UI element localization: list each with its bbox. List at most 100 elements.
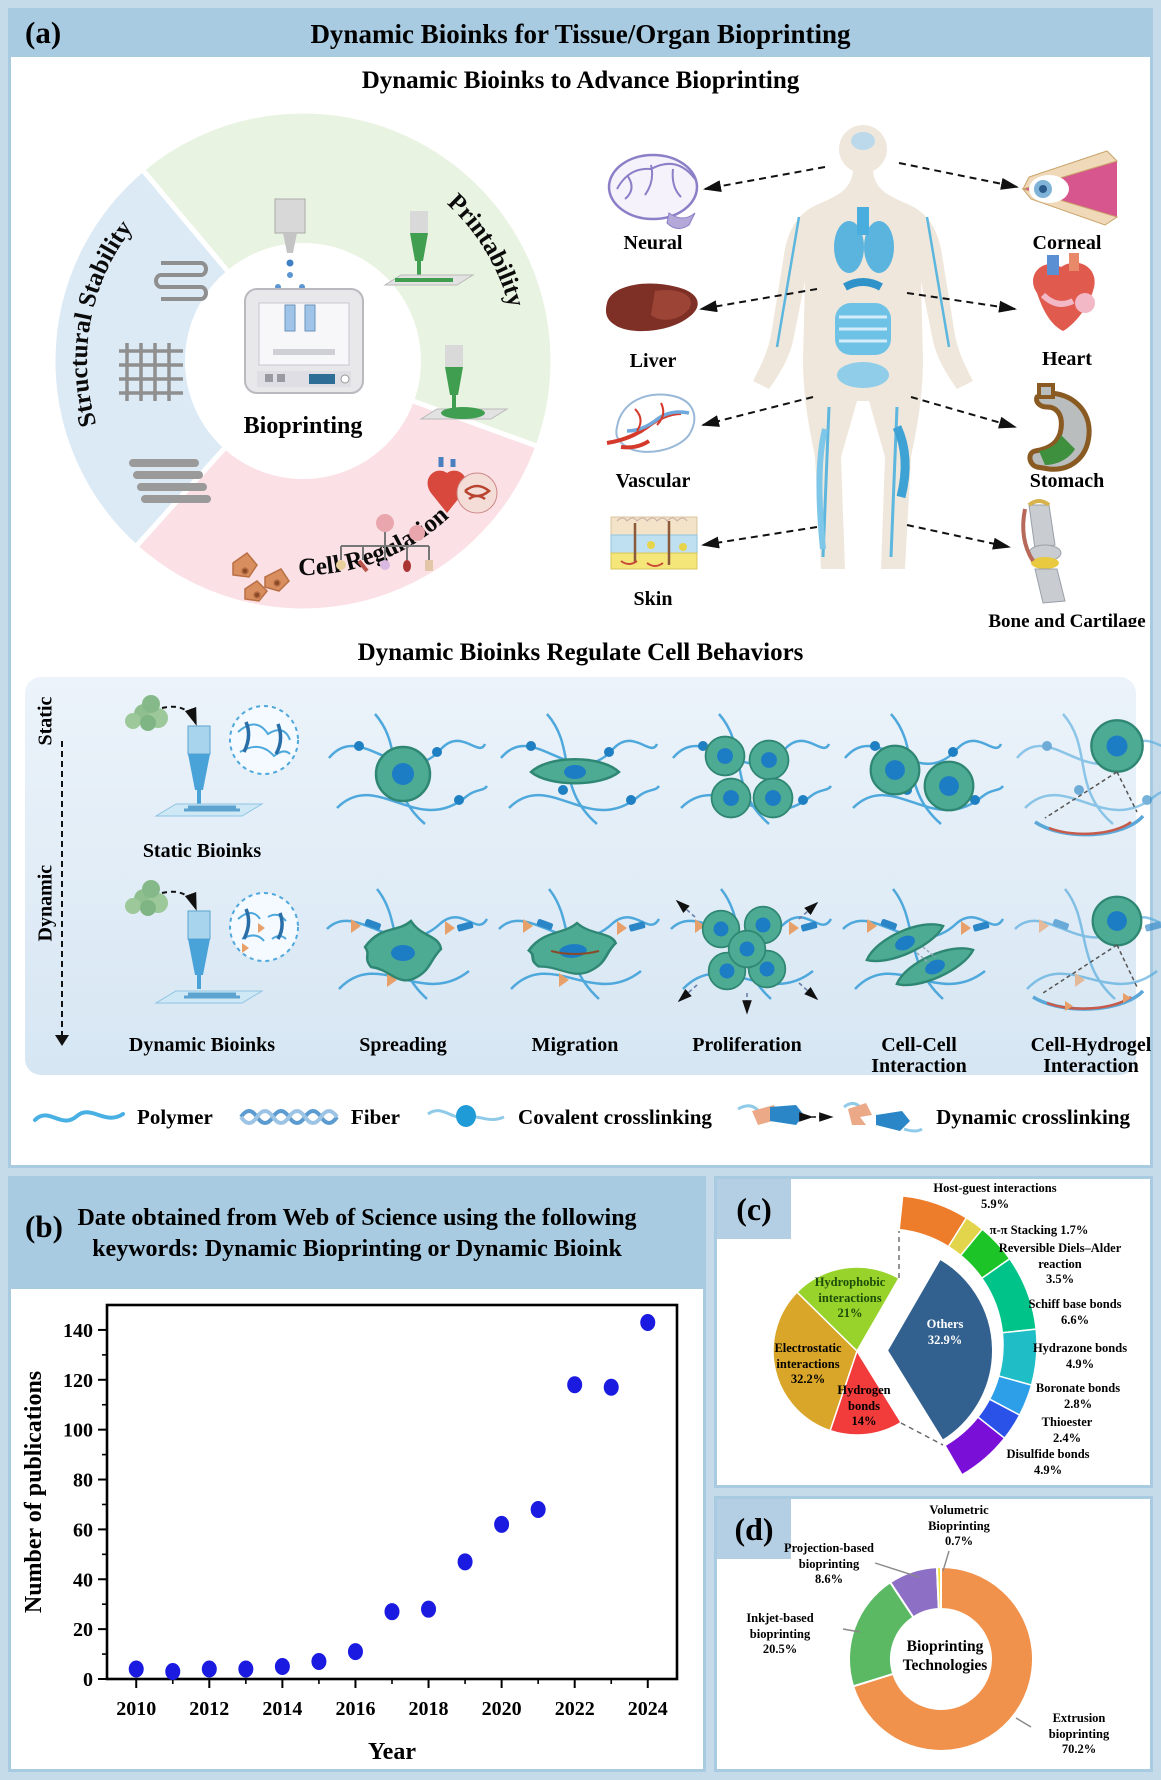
x-tick-label: 2014 [262,1698,302,1720]
rail-label-dynamic: Dynamic [34,864,57,942]
skin-icon [610,516,698,570]
scatter-point [274,1658,290,1676]
behavior-grid: Static Bioinks [87,681,1161,1077]
static-bioink-figure: Static Bioinks [87,681,317,869]
x-tick-label: 2018 [409,1698,449,1720]
column-label-spreading: Spreading [359,1034,447,1056]
panel-b: (b) Date obtained from Web of Science us… [8,1176,706,1772]
y-tick-label: 80 [73,1470,93,1492]
panel-a-legend: Polymer Fiber Covalent crosslinking [31,1085,1130,1149]
x-tick-label: 2024 [628,1698,668,1720]
label-electrostatic: Electrostatic interactions 32.2% [774,1341,842,1387]
polymer-icon [33,1110,125,1123]
y-tick-label: 40 [73,1569,93,1591]
y-tick-label: 20 [73,1619,93,1641]
dynamic-crosslinking-icon [737,1102,923,1133]
ring-segment [943,1416,1006,1476]
panel-c-chip: (c) [717,1179,791,1239]
scatter-point [640,1313,656,1331]
migration-dynamic-figure [489,869,661,1035]
dynamic-bioink-figure [87,869,317,1035]
panel-a-tag: (a) [25,15,62,50]
scatter-point [238,1660,254,1678]
cell-differentiation-icon [336,514,433,573]
pie-slice [796,1266,901,1353]
x-tick-label: 2020 [482,1698,522,1720]
donut-leader-lines [842,1550,1032,1728]
liver-icon [605,283,698,332]
donut-slice [851,1565,1034,1752]
heart-icon [1033,253,1095,331]
spreading-dynamic-figure [317,869,489,1035]
brain-icon [607,153,699,229]
label-host-guest: Host-guest interactions 5.9% [933,1181,1057,1211]
technologies-donut [848,1565,1034,1752]
x-tick-label: 2016 [335,1698,375,1720]
crosslinking-pie [772,1257,994,1443]
donut-center-label: Bioprinting Technologies [902,1638,988,1675]
extrusion-line-icon [383,211,475,286]
y-tick-label: 0 [83,1669,93,1691]
grid-lattice-icon [119,343,183,401]
label-hydrophobic: Hydrophobic interactions 21% [814,1275,886,1321]
label-hydrogen: Hydrogen bonds 14% [837,1383,891,1429]
label-extrusion: Extrusion bioprinting 70.2% [1048,1711,1110,1757]
y-tick-label: 60 [73,1519,93,1541]
woodpile-lattice-icon [129,459,211,503]
bioprinter-icon [244,288,364,394]
vascular-icon [606,393,696,453]
scatter-point [201,1660,217,1678]
eye-icon [1021,150,1119,226]
fiber-icon [239,1109,339,1125]
x-axis-label: Year [368,1739,416,1765]
rail-dashed-arrow [61,741,63,1037]
panel-a-title: Dynamic Bioinks for Tissue/Organ Bioprin… [310,18,851,49]
organ-label-skin: Skin [634,588,673,610]
organ-label-corneal: Corneal [1033,232,1102,254]
organ-label-stomach: Stomach [1030,470,1104,492]
cell-hydrogel-static-figure [1005,681,1161,869]
human-body-silhouette [753,125,973,569]
legend-item-dynamic-crosslinking: Dynamic crosslinking [736,1097,1130,1137]
scatter-point [384,1603,400,1621]
knee-joint-icon [1021,499,1066,604]
behaviors-title: Dynamic Bioinks Regulate Cell Behaviors [357,639,804,666]
x-tick-label: 2012 [189,1698,229,1720]
column-label-dynamic-bioinks: Dynamic Bioinks [128,1034,276,1056]
panel-b-title-line1: Date obtained from Web of Science using … [77,1204,637,1231]
spreading-static-figure [317,681,489,869]
scatter-point [567,1376,583,1394]
scatter-point [311,1653,327,1671]
column-label-proliferation: Proliferation [692,1034,802,1056]
scatter-point [165,1663,181,1681]
cell-cell-static-figure [833,681,1005,869]
pie-slice [829,1349,903,1436]
stomach-icon [1027,383,1092,472]
organ-label-vascular: Vascular [616,470,691,492]
label-projection: Projection-based bioprinting 8.6% [783,1541,875,1587]
label-volumetric: Volumetric Bioprinting 0.7% [928,1503,990,1549]
others-breakdown-ring [898,1194,1038,1476]
rail-label-static: Static [34,696,57,746]
proliferation-dynamic-figure [661,869,833,1035]
scatter-point [530,1500,546,1518]
y-tick-label: 140 [63,1320,93,1342]
label-boronate: Boronate bonds 2.8% [1035,1381,1121,1411]
proliferation-static-figure [661,681,833,869]
y-tick-label: 100 [63,1420,93,1442]
scatter-point [128,1660,144,1678]
sector-cell-regulation [132,358,542,614]
panel-a-subtitle: Dynamic Bioinks to Advance Bioprinting [361,67,800,94]
rail-arrowhead-icon [55,1035,69,1046]
scatter-point [347,1643,363,1661]
wheel-center-label: Bioprinting [244,413,363,439]
pie-ring-connectors [898,1231,944,1446]
organ-label-heart: Heart [1042,348,1092,370]
stellate-cells-icon [232,551,290,602]
donut-slice [935,1565,942,1611]
legend-item-polymer: Polymer [31,1104,213,1130]
label-pi-pi-stacking: π-π Stacking 1.7% [989,1223,1089,1237]
organ-map: Neural Corneal Liver Heart [605,125,1146,627]
technologies-donut-chart [842,1550,1034,1752]
